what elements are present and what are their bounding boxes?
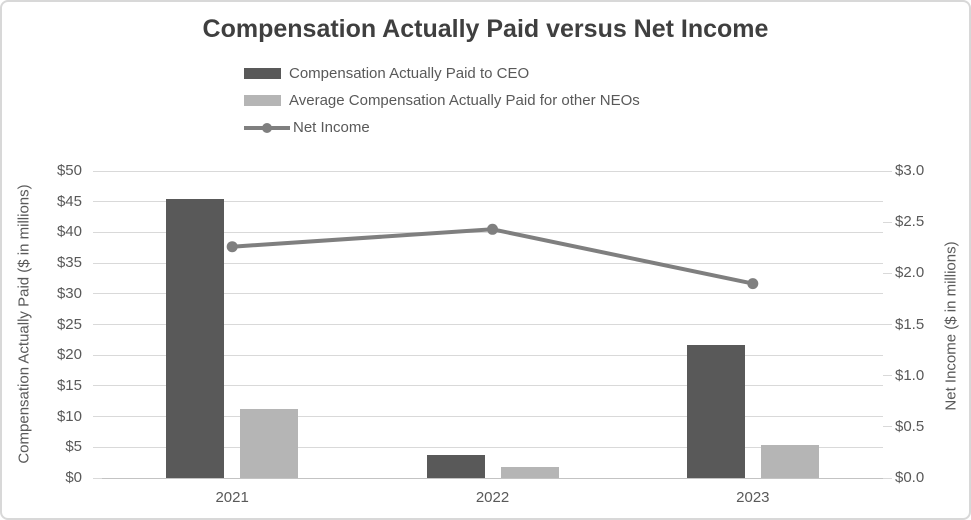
- left-tick-$25: [93, 324, 102, 325]
- left-tick-label-$20: $20: [56, 346, 82, 364]
- right-tick-label-$2.0: $2.0: [895, 264, 925, 282]
- left-tick-label-$25: $25: [56, 315, 82, 333]
- left-tick-$0: [93, 477, 102, 479]
- gridline-$50: [102, 170, 883, 172]
- net-income-marker-2022: [487, 223, 498, 235]
- neo-bar-swatch-icon: [244, 95, 281, 106]
- right-tick-$0.0: [883, 477, 892, 479]
- left-tick-$30: [93, 293, 102, 295]
- line-marker-icon: [262, 122, 272, 133]
- left-tick-label-$15: $15: [56, 376, 82, 394]
- bar-ceo-2023: [686, 345, 745, 478]
- right-tick-label-$1.5: $1.5: [895, 315, 925, 333]
- legend-item-neo-comp: Average Compensation Actually Paid for o…: [244, 87, 640, 114]
- chart-title: Compensation Actually Paid versus Net In…: [202, 15, 769, 43]
- legend-item-ceo-comp: Compensation Actually Paid to CEO: [244, 60, 640, 87]
- left-tick-label-$5: $5: [65, 438, 82, 456]
- ceo-bar-swatch-icon: [244, 68, 281, 79]
- bar-ceo-2021: [166, 199, 225, 478]
- bar-neo-2022: [500, 466, 559, 478]
- gridline-$0: [102, 477, 883, 479]
- bar-ceo-2022: [426, 454, 485, 478]
- gridline-$10: [102, 416, 883, 418]
- right-tick-$1.0: [883, 375, 892, 377]
- right-tick-$1.5: [883, 324, 892, 325]
- gridline-$5: [102, 446, 883, 448]
- right-tick-label-$2.5: $2.5: [895, 213, 925, 231]
- bar-neo-2023: [760, 444, 819, 478]
- gridline-$35: [102, 262, 883, 264]
- gridline-$30: [102, 293, 883, 295]
- left-tick-$10: [93, 416, 102, 418]
- net-income-line: [226, 223, 759, 290]
- bar-neo-2021: [240, 408, 299, 478]
- legend: Compensation Actually Paid to CEO Averag…: [244, 60, 640, 141]
- right-tick-$0.5: [883, 426, 892, 428]
- left-tick-label-$50: $50: [56, 162, 82, 179]
- left-tick-label-$10: $10: [56, 407, 82, 425]
- left-tick-label-$30: $30: [56, 284, 82, 302]
- left-tick-label-$0: $0: [65, 469, 82, 486]
- right-tick-label-$3.0: $3.0: [895, 162, 925, 179]
- legend-label-net-income: Net Income: [293, 119, 370, 136]
- net-income-line-swatch-icon: [244, 122, 290, 134]
- left-tick-$45: [93, 201, 102, 203]
- gridline-$25: [102, 324, 883, 325]
- legend-item-net-income: Net Income: [244, 114, 640, 141]
- right-tick-label-$0.0: $0.0: [895, 469, 925, 486]
- left-tick-$5: [93, 446, 102, 448]
- gridline-$20: [102, 354, 883, 356]
- right-tick-$2.0: [883, 272, 892, 274]
- left-tick-$15: [93, 385, 102, 387]
- x-axis-label-2022: 2022: [475, 489, 510, 506]
- plot-area: [102, 170, 883, 479]
- net-income-marker-2021: [226, 241, 238, 253]
- legend-label-ceo: Compensation Actually Paid to CEO: [289, 65, 530, 82]
- right-tick-$2.5: [883, 221, 892, 223]
- right-tick-label-$1.0: $1.0: [895, 366, 925, 384]
- net-income-line-path: [232, 227, 754, 286]
- left-tick-$20: [93, 354, 102, 356]
- legend-label-neo: Average Compensation Actually Paid for o…: [289, 92, 640, 109]
- right-tick-label-$0.5: $0.5: [895, 417, 925, 435]
- left-tick-$40: [93, 231, 102, 233]
- x-axis-label-2021: 2021: [215, 489, 249, 506]
- left-tick-$35: [93, 262, 102, 264]
- left-tick-$50: [93, 170, 102, 172]
- x-axis-label-2023: 2023: [736, 489, 770, 506]
- gridline-$15: [102, 385, 883, 387]
- left-tick-label-$45: $45: [56, 192, 82, 210]
- right-tick-$3.0: [883, 170, 892, 172]
- left-tick-label-$35: $35: [56, 254, 82, 272]
- net-income-marker-2023: [747, 278, 759, 290]
- gridline-$45: [102, 201, 883, 203]
- left-tick-label-$40: $40: [56, 223, 82, 241]
